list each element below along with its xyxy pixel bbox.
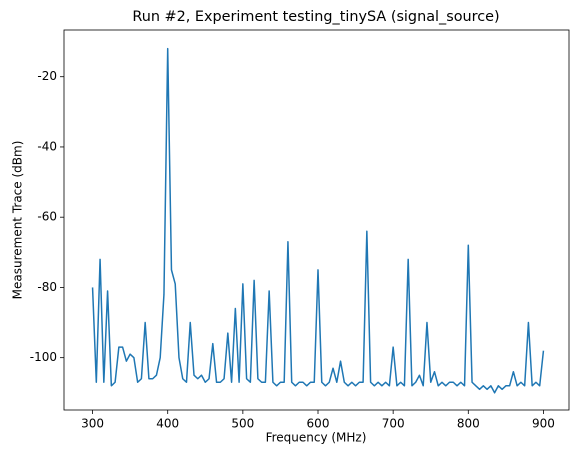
- x-tick-label: 800: [457, 417, 480, 431]
- y-tick-label: -60: [37, 210, 57, 224]
- y-tick-label: -100: [30, 350, 57, 364]
- y-tick-label: -20: [37, 69, 57, 83]
- y-axis-label: Measurement Trace (dBm): [11, 141, 25, 300]
- data-line: [91, 47, 545, 394]
- x-tick-label: 600: [307, 417, 330, 431]
- x-tick-label: 900: [532, 417, 555, 431]
- axes-frame: [63, 29, 570, 411]
- x-tick-label: 300: [81, 417, 104, 431]
- y-tick-label: -80: [37, 280, 57, 294]
- y-tick-label: -40: [37, 139, 57, 153]
- x-axis-label: Frequency (MHz): [266, 431, 367, 445]
- x-tick-label: 500: [231, 417, 254, 431]
- x-tick-label: 700: [382, 417, 405, 431]
- chart-title: Run #2, Experiment testing_tinySA (signa…: [132, 9, 499, 25]
- x-tick-label: 400: [156, 417, 179, 431]
